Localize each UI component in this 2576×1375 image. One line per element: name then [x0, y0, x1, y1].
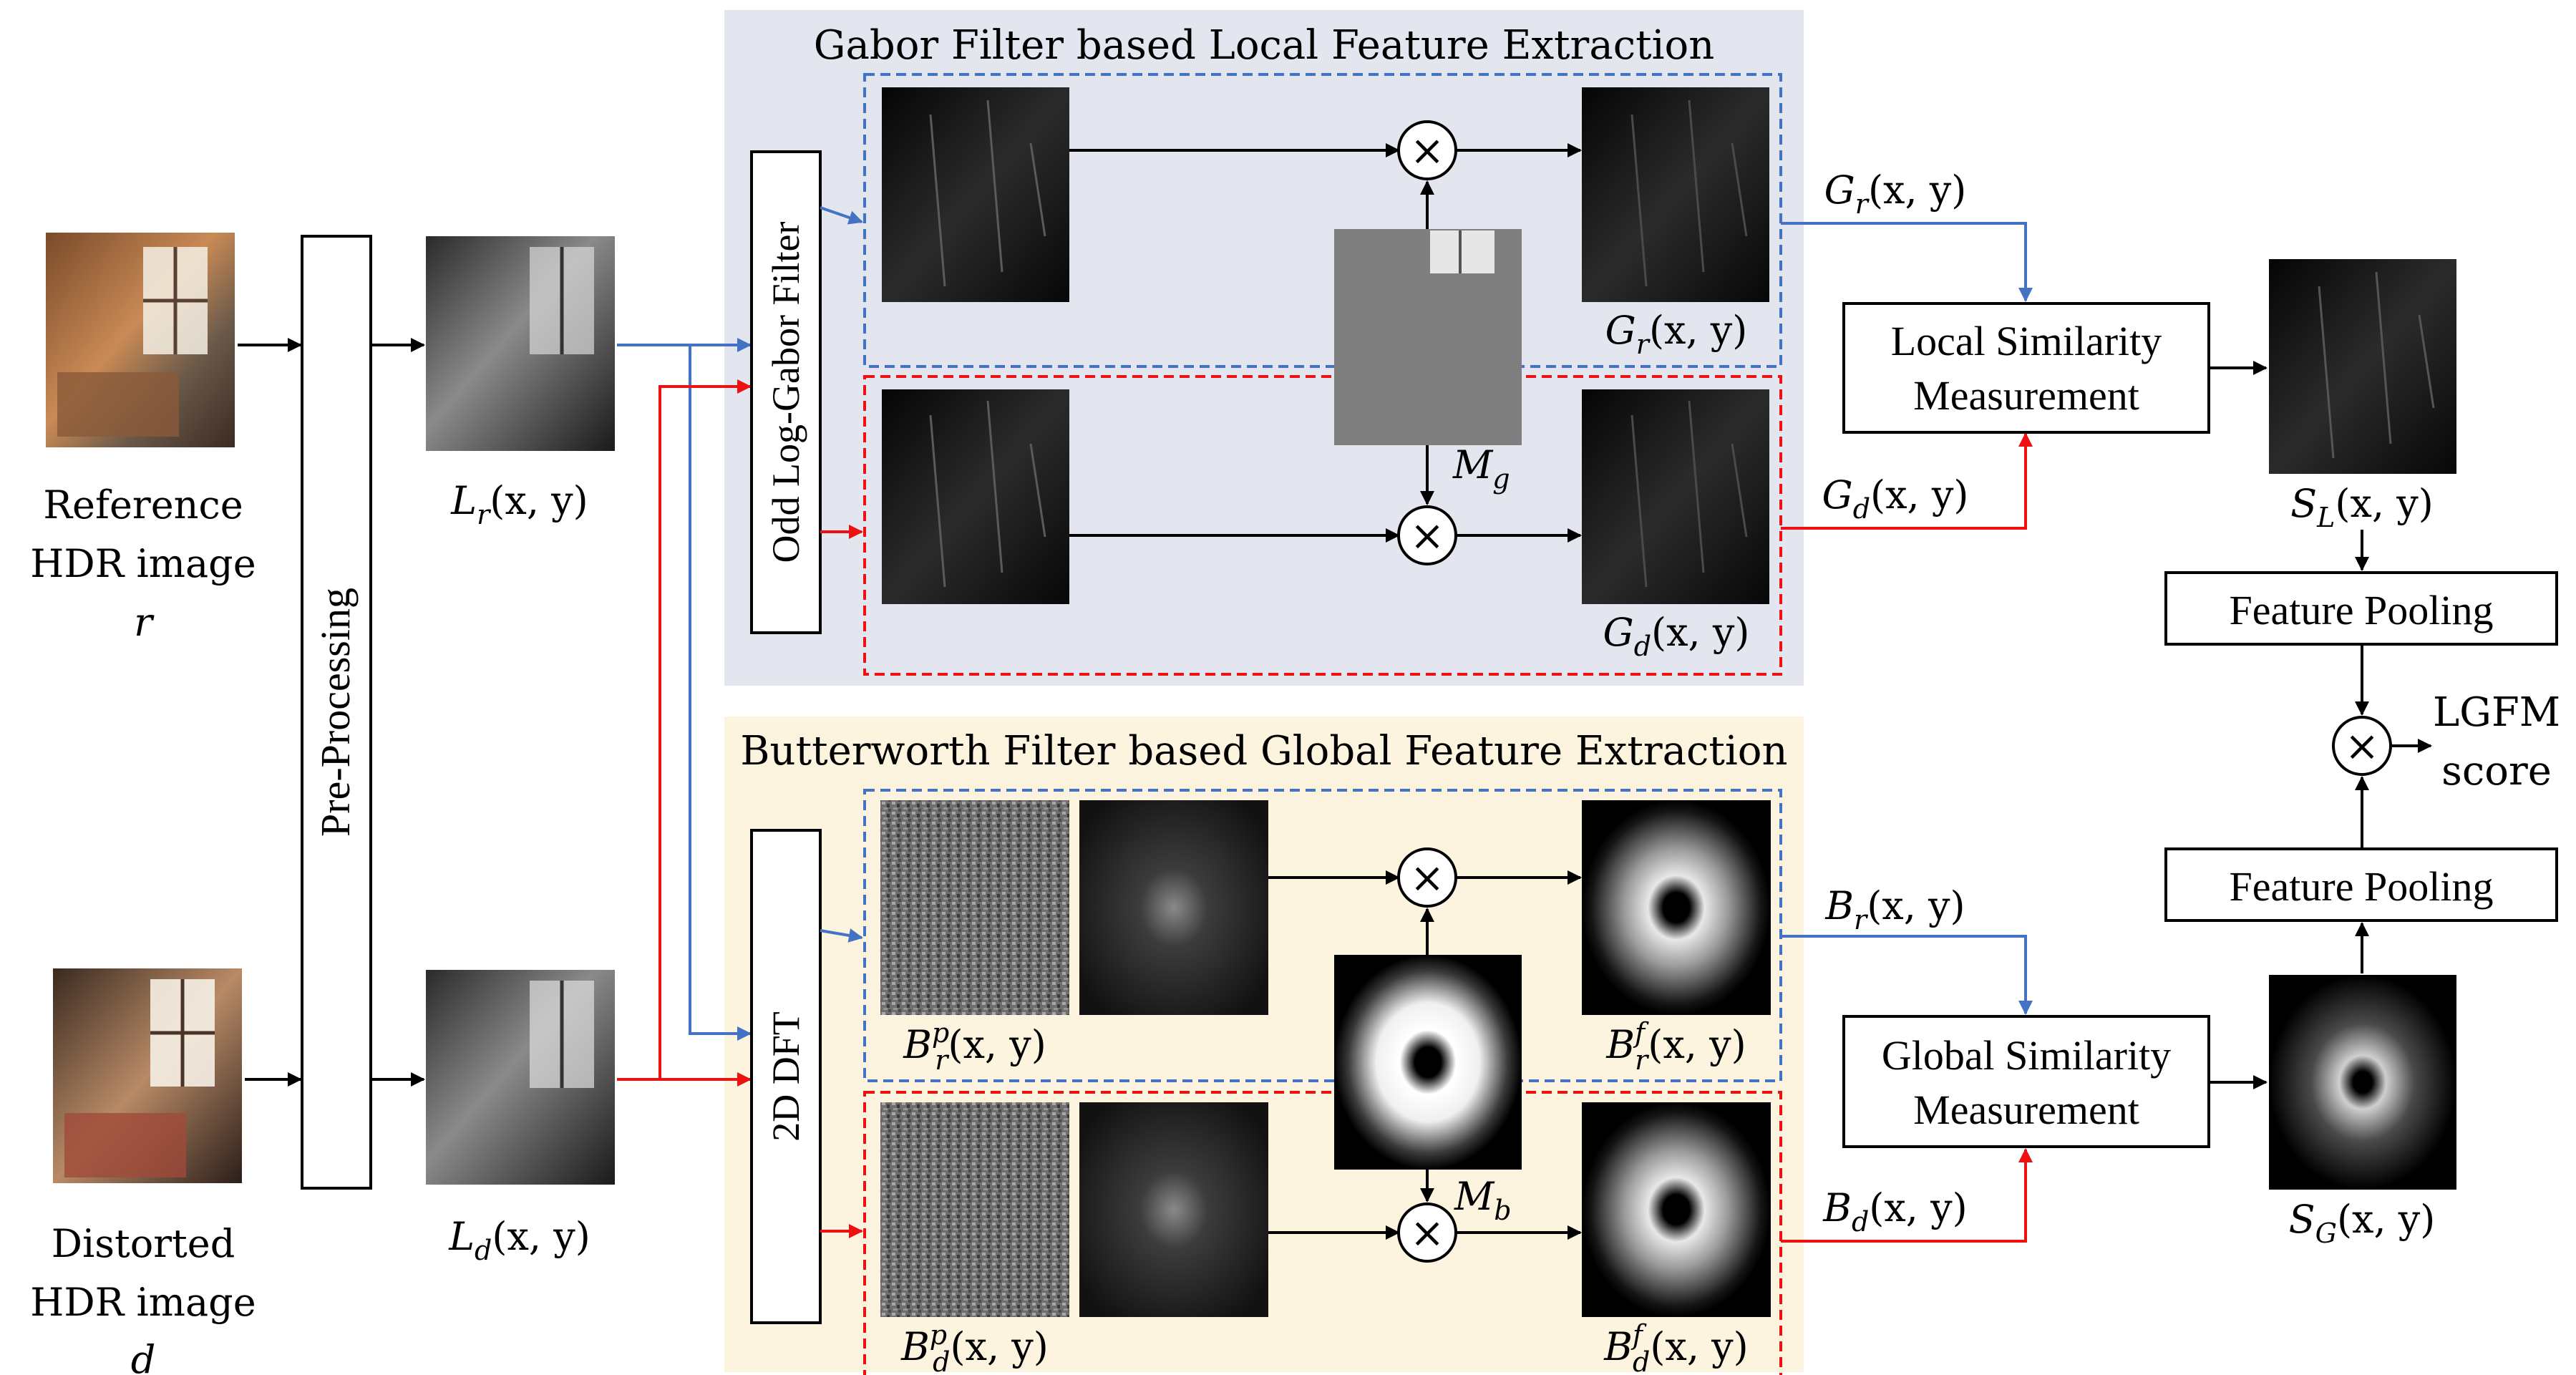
- gd-label-outside: Gd(x, y): [1822, 472, 1969, 525]
- red-path-to-loggabor: [658, 379, 752, 1079]
- distorted-hdr-image: [53, 968, 242, 1183]
- gabor-response-distorted-image: [882, 389, 1069, 604]
- sg-label: SG(x, y): [2289, 1197, 2436, 1249]
- filtered-spectrum-distorted-image: [1582, 1102, 1771, 1317]
- dft-label: 2D DFT: [764, 1011, 807, 1142]
- dft-box: [750, 829, 822, 1324]
- phase-reference-label: Bp r(x, y): [903, 1017, 1046, 1076]
- multiply-icon-fusion: ×: [2332, 716, 2392, 776]
- gabor-mask-image: [1334, 229, 1522, 445]
- svg-text:×: ×: [1410, 511, 1445, 560]
- reference-hdr-image: [46, 233, 235, 447]
- phase-distorted-label: Bp d(x, y): [900, 1319, 1049, 1375]
- feature-pooling-bottom-box: [2164, 847, 2558, 922]
- masked-gabor-distorted-image: [1582, 389, 1769, 604]
- red-path-bd-to-global-similarity: [1781, 1148, 2033, 1243]
- local-panel-title: Gabor Filter based Local Feature Extract…: [814, 22, 1715, 69]
- multiply-icon-global-distorted: ×: [1397, 1202, 1457, 1263]
- luminance-reference-image: [426, 236, 615, 451]
- log-gabor-filter-box: [750, 150, 822, 634]
- global-similarity-line1: Global Similarity: [1882, 1032, 2171, 1079]
- local-similarity-map-image: [2269, 259, 2456, 474]
- mask-g-label: Mg: [1452, 442, 1510, 495]
- luminance-distorted-image: [426, 970, 615, 1185]
- red-path-gd-to-local-similarity: [1781, 432, 2033, 530]
- butterworth-mask-image: [1334, 955, 1522, 1170]
- feature-pooling-top-label: Feature Pooling: [2230, 587, 2494, 633]
- local-similarity-line1: Local Similarity: [1891, 318, 2162, 364]
- phase-distorted-image: [880, 1102, 1069, 1317]
- gd-label-inside: Gd(x, y): [1603, 610, 1750, 662]
- global-panel-title: Butterworth Filter based Global Feature …: [740, 728, 1787, 774]
- feature-pooling-bottom-label: Feature Pooling: [2230, 863, 2494, 910]
- local-distorted-dashed-box: [863, 375, 1782, 676]
- global-distorted-dashed-box: [863, 1091, 1782, 1375]
- log-gabor-filter-label: Odd Log-Gabor Filter: [764, 222, 807, 563]
- blue-arrow-dft-to-ref-box: [820, 928, 863, 943]
- lgfm-score-line2: score: [2441, 748, 2552, 795]
- blue-arrow-gabor-to-ref-box: [820, 206, 863, 225]
- blue-path-br-to-global-similarity: [1781, 935, 2033, 1015]
- blue-path-to-dft: [689, 345, 752, 1041]
- br-label-outside: Br(x, y): [1824, 883, 1965, 936]
- reference-caption-symbol: r: [134, 600, 155, 645]
- filtered-reference-label: Bf r(x, y): [1605, 1017, 1746, 1076]
- gr-label-outside: Gr(x, y): [1824, 167, 1967, 220]
- spectrum-reference-image: [1079, 800, 1268, 1015]
- filtered-spectrum-reference-image: [1582, 800, 1771, 1015]
- blue-path-gr-to-local-similarity: [1781, 222, 2033, 302]
- reference-caption-line1: Reference: [43, 482, 243, 528]
- global-similarity-line2: Measurement: [1913, 1087, 2139, 1133]
- preprocessing-label: Pre-Processing: [312, 588, 359, 837]
- mask-b-label: Mb: [1454, 1174, 1512, 1226]
- svg-text:×: ×: [1410, 1208, 1445, 1257]
- local-reference-dashed-box: [863, 73, 1782, 368]
- luminance-distorted-label: Ld(x, y): [448, 1214, 590, 1266]
- feature-pooling-top-box: [2164, 571, 2558, 646]
- global-similarity-box: [1842, 1015, 2210, 1148]
- gr-label-inside: Gr(x, y): [1605, 308, 1748, 360]
- lgfm-score-line1: LGFM: [2433, 689, 2560, 736]
- luminance-reference-label: Lr(x, y): [450, 478, 588, 530]
- distorted-caption-line1: Distorted: [52, 1221, 235, 1266]
- svg-text:×: ×: [1410, 126, 1445, 175]
- multiply-icon-global-reference: ×: [1397, 847, 1457, 908]
- filtered-distorted-label: Bf d(x, y): [1603, 1319, 1749, 1375]
- distorted-caption-line2: HDR image: [30, 1280, 256, 1325]
- global-similarity-map-image: [2269, 975, 2456, 1190]
- gabor-response-reference-image: [882, 87, 1069, 302]
- spectrum-distorted-image: [1079, 1102, 1268, 1317]
- phase-reference-image: [880, 800, 1069, 1015]
- masked-gabor-reference-image: [1582, 87, 1769, 302]
- svg-text:×: ×: [1410, 853, 1445, 902]
- multiply-icon-local-distorted: ×: [1397, 505, 1457, 565]
- reference-caption-line2: HDR image: [30, 541, 256, 586]
- local-similarity-line2: Measurement: [1913, 372, 2139, 419]
- svg-text:×: ×: [2345, 721, 2380, 770]
- distorted-caption-symbol: d: [131, 1337, 156, 1375]
- multiply-icon-local-reference: ×: [1397, 120, 1457, 180]
- bd-label-outside: Bd(x, y): [1822, 1185, 1967, 1238]
- sl-label: SL(x, y): [2290, 481, 2434, 533]
- preprocessing-box: [301, 235, 372, 1190]
